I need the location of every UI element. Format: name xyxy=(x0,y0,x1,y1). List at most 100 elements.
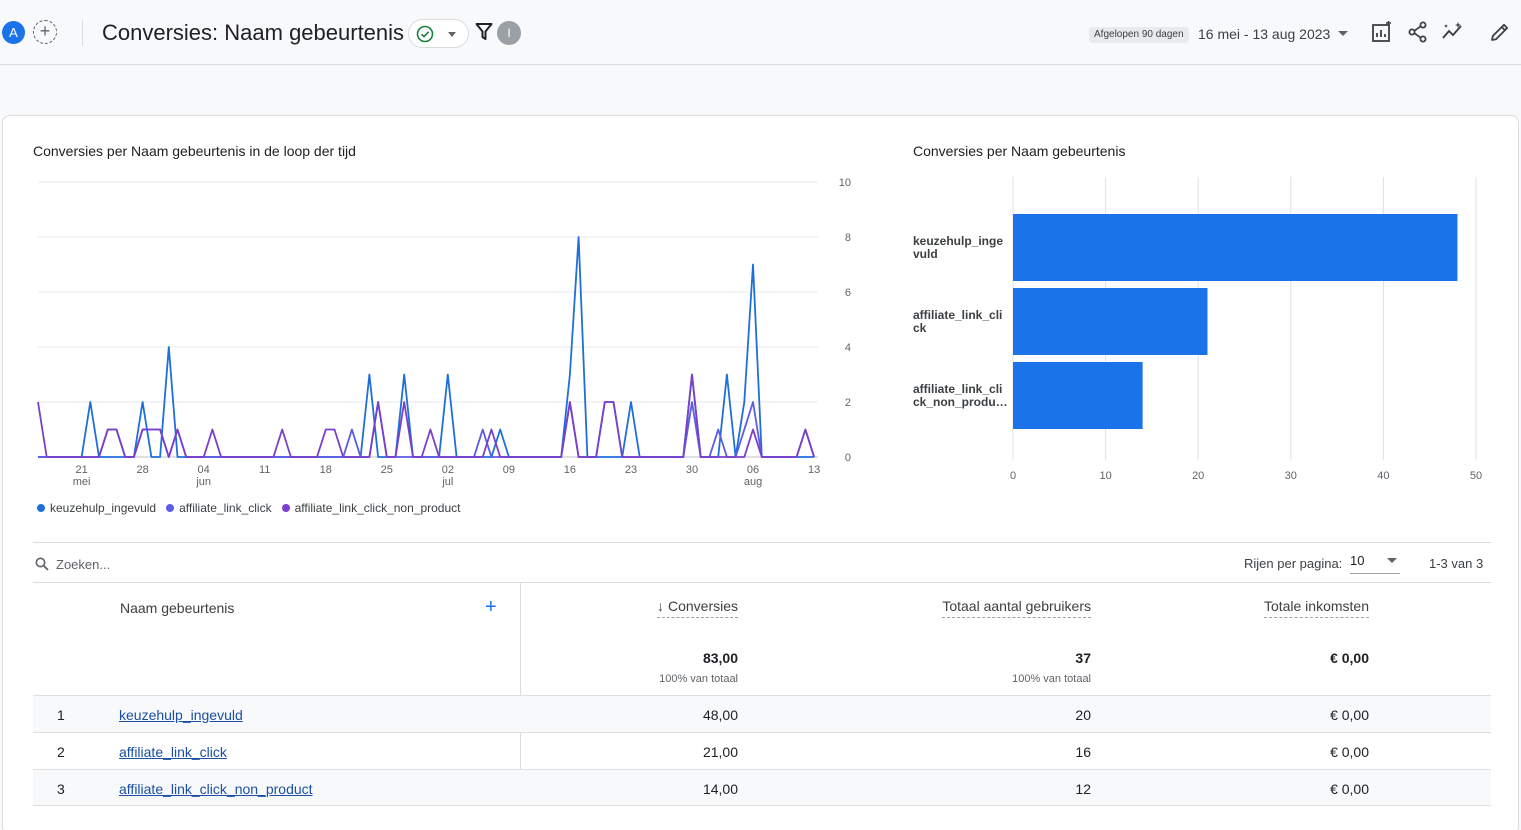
legend-label: affiliate_link_click_non_product xyxy=(294,501,461,515)
total-users: 37 xyxy=(1075,650,1091,666)
x-tick-label: 04 xyxy=(198,464,210,476)
insights-icon[interactable] xyxy=(1442,21,1464,43)
x-tick-label: 16 xyxy=(564,464,576,476)
y-tick-label: 8 xyxy=(845,232,851,244)
dimension-column-divider xyxy=(520,582,521,806)
legend-label: affiliate_link_click xyxy=(179,501,272,515)
date-range[interactable]: 16 mei - 13 aug 2023 xyxy=(1198,26,1331,42)
search-icon xyxy=(35,557,49,571)
legend-item-keuzehulp[interactable]: keuzehulp_ingevuld xyxy=(37,501,156,515)
x-tick-month-label: jul xyxy=(441,476,453,488)
row-users: 16 xyxy=(1075,744,1091,760)
bar-category-label: affiliate_link_cli xyxy=(913,308,1002,322)
x-tick-label: 28 xyxy=(137,464,149,476)
line-chart-legend: keuzehulp_ingevuld affiliate_link_click … xyxy=(37,501,460,515)
x-tick-label: 23 xyxy=(625,464,637,476)
search-input[interactable] xyxy=(56,553,356,575)
row-index: 1 xyxy=(57,707,65,723)
x-tick-label: 10 xyxy=(1099,470,1111,482)
bar-affiliate_link_click xyxy=(1013,288,1208,355)
row-revenue: € 0,00 xyxy=(1330,744,1369,760)
x-tick-label: 20 xyxy=(1192,470,1204,482)
rows-per-page-select[interactable]: 10 xyxy=(1350,552,1400,574)
total-conversions-percent: 100% van totaal xyxy=(659,673,738,685)
column-header-conversions[interactable]: ↓ Conversies xyxy=(656,598,738,618)
top-bar: A + Conversies: Naam gebeurtenis I Afgel… xyxy=(0,0,1521,65)
total-revenue: € 0,00 xyxy=(1330,650,1369,666)
x-tick-label: 30 xyxy=(1285,470,1297,482)
row-conversions: 48,00 xyxy=(702,707,738,723)
table-top-divider xyxy=(33,542,1491,543)
row-index: 2 xyxy=(57,744,65,760)
table-row: 2 affiliate_link_click 21,00 16 € 0,00 xyxy=(33,732,1491,769)
column-header-event-name[interactable]: Naam gebeurtenis xyxy=(120,600,235,616)
y-tick-label: 2 xyxy=(845,397,851,409)
y-tick-label: 4 xyxy=(845,342,851,354)
row-revenue: € 0,00 xyxy=(1330,781,1369,797)
row-users: 20 xyxy=(1075,707,1091,723)
legend-dot xyxy=(281,504,290,512)
share-icon[interactable] xyxy=(1407,21,1429,43)
date-range-chevron-icon[interactable] xyxy=(1338,31,1348,36)
row-event-name-link[interactable]: keuzehulp_ingevuld xyxy=(119,707,243,723)
row-index: 3 xyxy=(57,781,65,797)
sort-arrow-icon: ↓ xyxy=(656,598,664,614)
add-comparison-button[interactable]: + xyxy=(33,20,57,44)
filter-info-badge[interactable]: I xyxy=(497,21,521,45)
row-event-name-link[interactable]: affiliate_link_click_non_product xyxy=(119,781,313,797)
column-header-total-users[interactable]: Totaal aantal gebruikers xyxy=(942,598,1091,618)
x-tick-label: 06 xyxy=(747,464,759,476)
avatar[interactable]: A xyxy=(2,21,25,44)
row-event-name-link[interactable]: affiliate_link_click xyxy=(119,744,227,760)
legend-dot xyxy=(166,504,175,512)
x-tick-month-label: aug xyxy=(744,476,762,488)
pagination-info: 1-3 van 3 xyxy=(1429,556,1484,571)
bar-category-label: ck xyxy=(913,321,927,335)
row-users: 12 xyxy=(1075,781,1091,797)
x-tick-label: 0 xyxy=(1010,470,1016,482)
x-tick-label: 25 xyxy=(381,464,393,476)
rows-per-page-value: 10 xyxy=(1350,553,1365,568)
x-tick-month-label: jun xyxy=(195,476,211,488)
chevron-down-icon xyxy=(448,32,456,37)
add-dimension-button[interactable]: + xyxy=(485,596,497,618)
bar-category-label: vuld xyxy=(913,247,938,261)
y-tick-label: 0 xyxy=(845,452,851,464)
x-tick-label: 02 xyxy=(442,464,454,476)
legend-item-affiliate-link-click[interactable]: affiliate_link_click xyxy=(166,501,272,515)
series-line-affiliate_link_click_non_product xyxy=(37,373,815,458)
legend-item-affiliate-link-click-non-product[interactable]: affiliate_link_click_non_product xyxy=(281,501,461,515)
column-header-total-revenue[interactable]: Totale inkomsten xyxy=(1263,598,1369,618)
edit-icon[interactable] xyxy=(1489,21,1511,43)
customize-report-icon[interactable] xyxy=(1371,21,1393,43)
x-tick-label: 30 xyxy=(686,464,698,476)
line-chart-title: Conversies per Naam gebeurtenis in de lo… xyxy=(33,143,356,159)
bar-affiliate_link_click_non_product xyxy=(1013,362,1143,429)
table-header-divider xyxy=(33,582,1491,583)
row-revenue: € 0,00 xyxy=(1330,707,1369,723)
x-tick-label: 09 xyxy=(503,464,515,476)
x-tick-label: 50 xyxy=(1470,470,1482,482)
table-row: 1 keuzehulp_ingevuld 48,00 20 € 0,00 xyxy=(33,695,1491,732)
row-conversions: 21,00 xyxy=(702,744,738,760)
header-divider xyxy=(82,20,83,46)
y-tick-label: 10 xyxy=(839,177,851,189)
column-header-label: Conversies xyxy=(667,598,738,614)
bar-category-label: ck_non_produ… xyxy=(913,395,1008,409)
row-conversions: 14,00 xyxy=(702,781,738,797)
rows-per-page-label: Rijen per pagina: xyxy=(1244,556,1343,571)
report-status-dropdown[interactable] xyxy=(408,19,469,48)
chevron-down-icon xyxy=(1387,558,1397,563)
check-circle-icon xyxy=(416,25,434,43)
x-tick-label: 11 xyxy=(259,464,270,476)
x-tick-label: 40 xyxy=(1377,470,1389,482)
table-row: 3 affiliate_link_click_non_product 14,00… xyxy=(33,769,1491,806)
total-conversions: 83,00 xyxy=(702,650,738,666)
date-preset-chip[interactable]: Afgelopen 90 dagen xyxy=(1089,27,1189,43)
bar-chart: 0 10 20 30 40 50 keuzehulp_ingevuld affiliate_l… xyxy=(913,177,1482,482)
y-tick-label: 6 xyxy=(845,287,851,299)
filter-icon[interactable] xyxy=(475,22,493,42)
bar-category-label: keuzehulp_inge xyxy=(913,234,1003,248)
bar-category-label: affiliate_link_cli xyxy=(913,382,1002,396)
x-tick-label: 21 xyxy=(75,464,87,476)
